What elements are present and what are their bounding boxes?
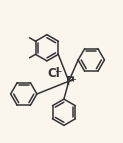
Text: −: − bbox=[54, 67, 61, 76]
Text: P: P bbox=[65, 75, 74, 88]
Text: Cl: Cl bbox=[47, 67, 60, 80]
Text: +: + bbox=[69, 75, 76, 84]
